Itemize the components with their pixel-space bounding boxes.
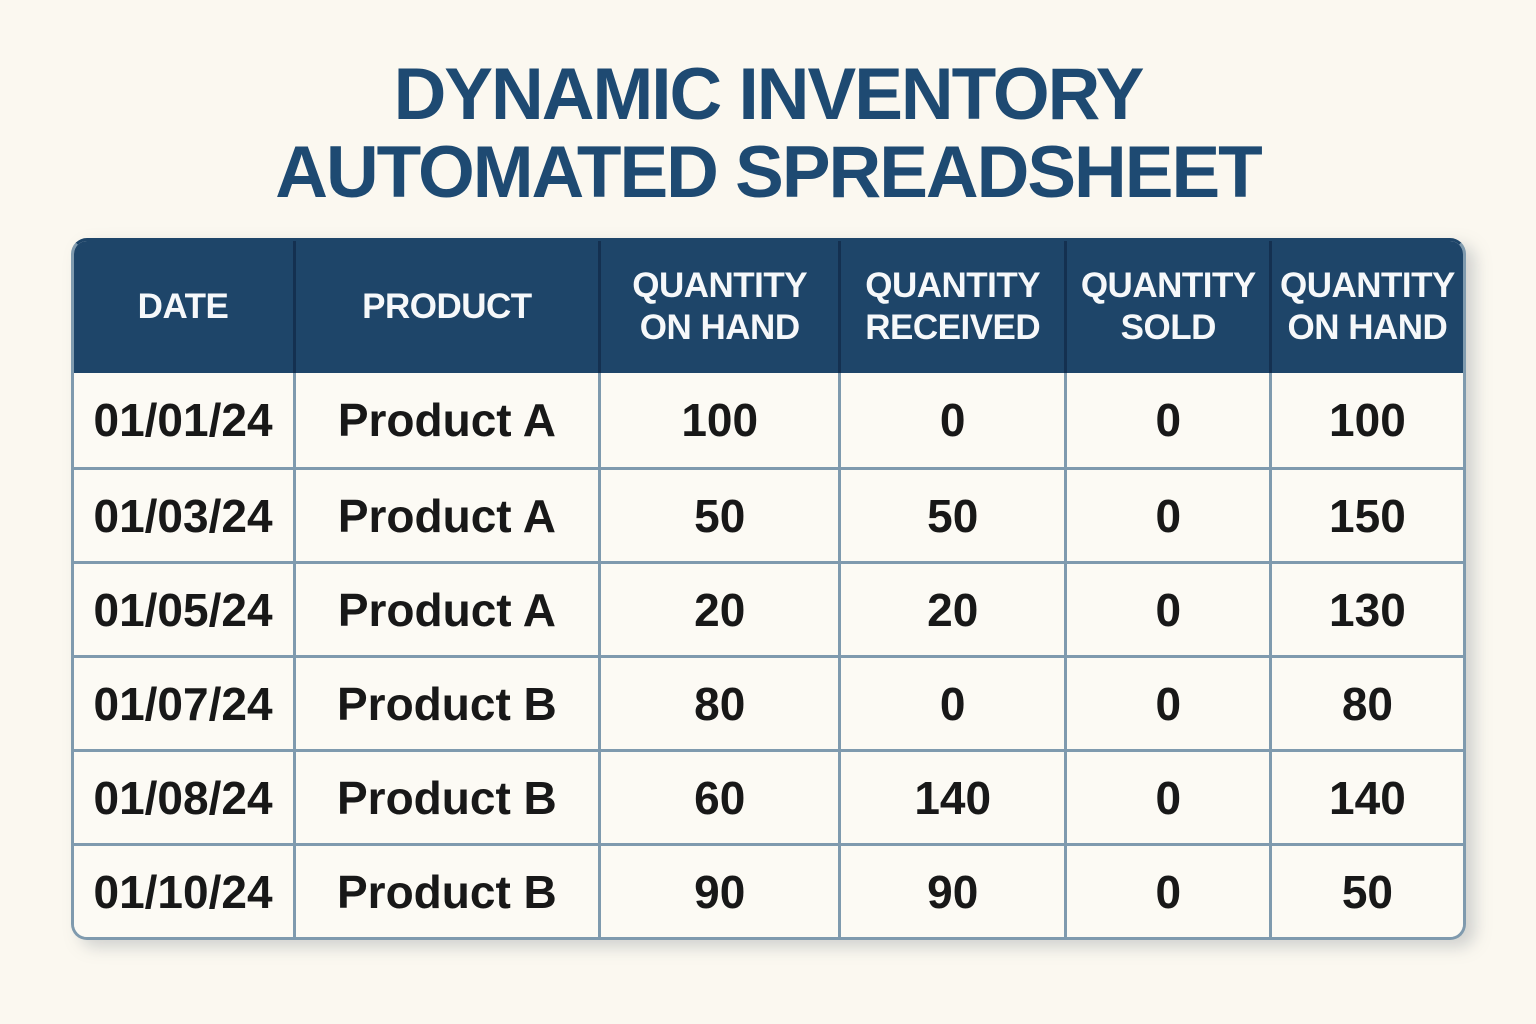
table-cell-row2-col4: 50 — [838, 467, 1065, 562]
table-cell-row5-col2: Product B — [292, 749, 599, 844]
table-cell-row4-col3: 80 — [598, 655, 839, 750]
table-cell-row3-col2: Product A — [292, 561, 599, 656]
table-cell-row5-col3: 60 — [598, 749, 839, 844]
header-cell-date-0: DATE — [73, 241, 293, 374]
table-cell-row3-col4: 20 — [838, 561, 1065, 656]
table-cell-row6-col2: Product B — [292, 843, 599, 938]
table-cell-row1-col6: 100 — [1269, 373, 1463, 468]
table-cell-row2-col5: 0 — [1064, 467, 1270, 562]
header-cell-product-1: PRODUCT — [292, 241, 599, 374]
table-cell-row1-col3: 100 — [598, 373, 839, 468]
table-cell-row3-col3: 20 — [598, 561, 839, 656]
table-cell-row2-col3: 50 — [598, 467, 839, 562]
table-cell-row5-col6: 140 — [1269, 749, 1463, 844]
table-cell-row4-col5: 0 — [1064, 655, 1270, 750]
title-line-2: AUTOMATED SPREADSHEET — [275, 132, 1263, 214]
table-cell-row6-col1: 01/10/24 — [73, 843, 293, 938]
table-cell-row1-col4: 0 — [838, 373, 1065, 468]
table-cell-row5-col4: 140 — [838, 749, 1065, 844]
header-cell-quantity-sold-4: QUANTITY SOLD — [1064, 241, 1270, 374]
table-cell-row2-col6: 150 — [1269, 467, 1463, 562]
page-title: DYNAMIC INVENTORY AUTOMATED SPREADSHEET — [0, 54, 1536, 214]
table-cell-row1-col1: 01/01/24 — [73, 373, 293, 468]
header-cell-quantity-received-3: QUANTITY RECEIVED — [838, 241, 1065, 374]
inventory-table: DATE PRODUCT QUANTITY ON HAND QUANTITY RECE… — [70, 238, 1466, 941]
table-cell-row3-col6: 130 — [1269, 561, 1463, 656]
table-cell-row4-col4: 0 — [838, 655, 1065, 750]
table-cell-row4-col6: 80 — [1269, 655, 1463, 750]
table-cell-row3-col1: 01/05/24 — [73, 561, 293, 656]
table-cell-row6-col5: 0 — [1064, 843, 1270, 938]
table-cell-row1-col2: Product A — [292, 373, 599, 468]
header-cell-quantity-on-hand-2: QUANTITY ON HAND — [598, 241, 839, 374]
table-cell-row2-col2: Product A — [292, 467, 599, 562]
table-cell-row5-col1: 01/08/24 — [73, 749, 293, 844]
table-cell-row6-col6: 50 — [1269, 843, 1463, 938]
table-cell-row4-col2: Product B — [292, 655, 599, 750]
table-cell-row1-col5: 0 — [1064, 373, 1270, 468]
table-cell-row6-col4: 90 — [838, 843, 1065, 938]
header-cell-quantity-on-hand-5: QUANTITY ON HAND — [1269, 241, 1463, 374]
table-cell-row5-col5: 0 — [1064, 749, 1270, 844]
table-cell-row4-col1: 01/07/24 — [73, 655, 293, 750]
table-cell-row2-col1: 01/03/24 — [73, 467, 293, 562]
table-cell-row3-col5: 0 — [1064, 561, 1270, 656]
table-cell-row6-col3: 90 — [598, 843, 839, 938]
title-line-1: DYNAMIC INVENTORY — [393, 54, 1145, 135]
